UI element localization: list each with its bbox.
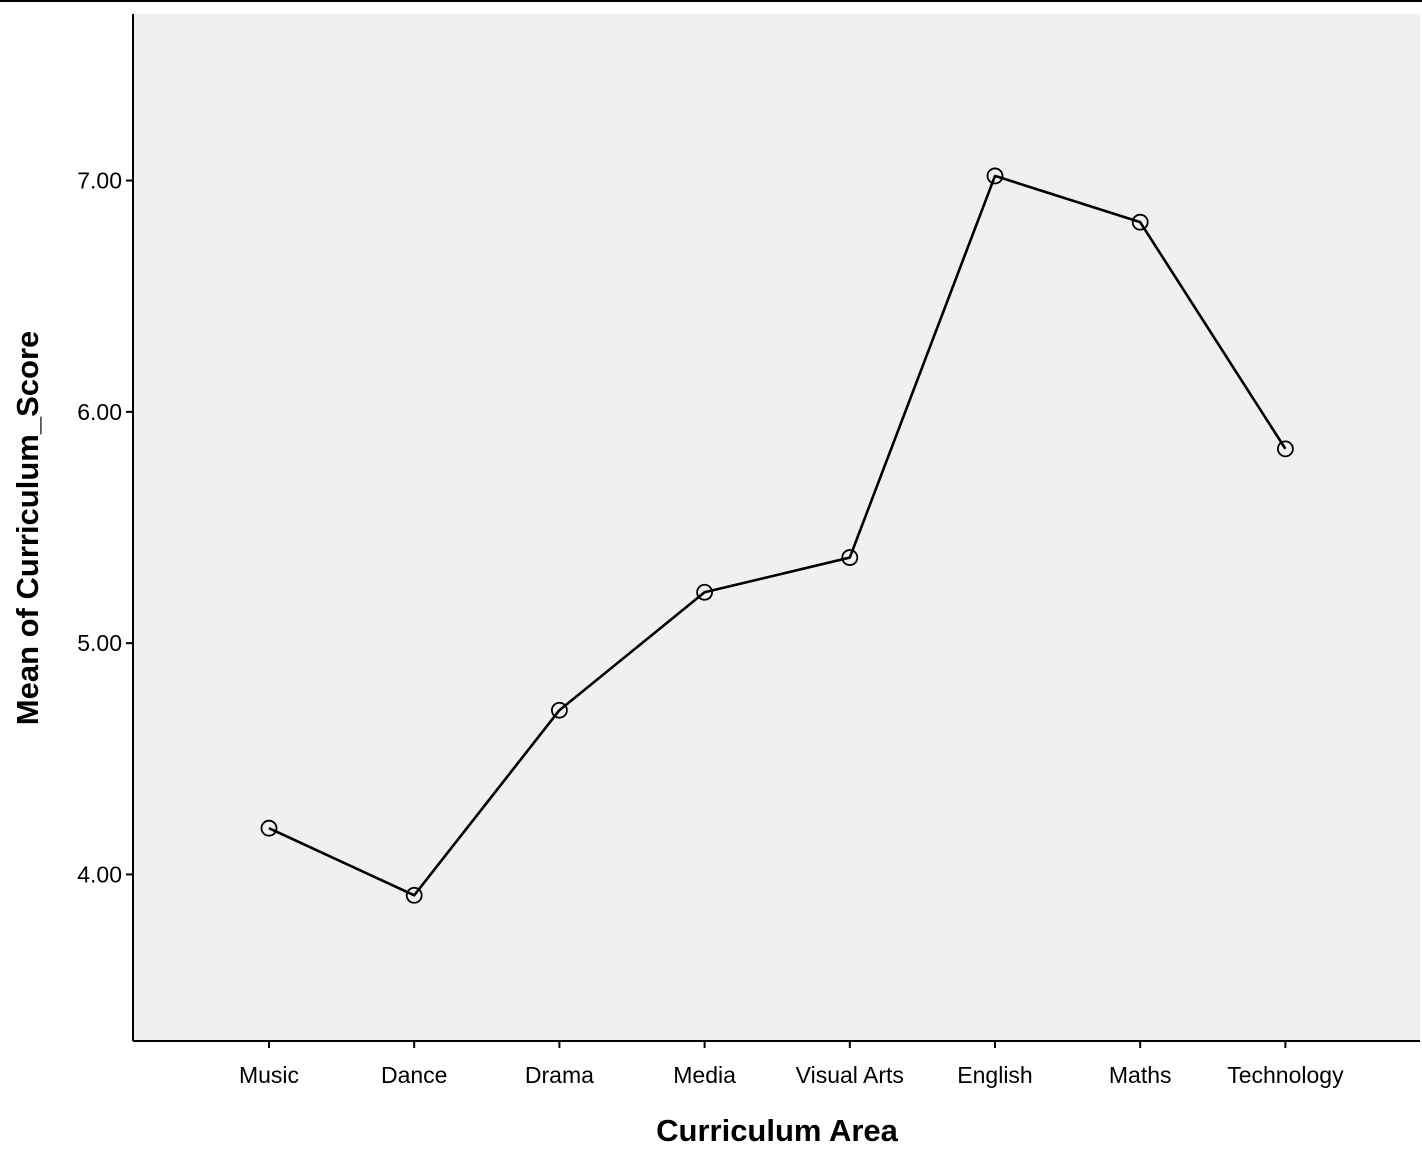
- y-tick-label: 5.00: [77, 630, 122, 656]
- x-tick-label: Media: [673, 1062, 736, 1088]
- data-point-marker: [841, 549, 859, 566]
- y-tick-label: 7.00: [77, 168, 122, 194]
- data-point-marker: [405, 886, 423, 904]
- plot-area: [133, 14, 1420, 1041]
- x-tick-label: Music: [239, 1062, 299, 1088]
- y-tick-label: 4.00: [77, 861, 122, 887]
- x-axis-title: Curriculum Area: [656, 1113, 899, 1148]
- series-line: [268, 174, 1287, 897]
- x-tick-label: English: [957, 1062, 1032, 1088]
- data-point-marker: [260, 819, 278, 837]
- x-tick-label: Drama: [525, 1062, 594, 1088]
- x-axis: Music Dance Drama Media Visual Arts English Ma…: [133, 1040, 1420, 1088]
- data-point-marker: [986, 167, 1004, 185]
- x-tick-label: Maths: [1109, 1062, 1172, 1088]
- series-line-group: [260, 167, 1294, 904]
- data-point-marker: [1277, 440, 1294, 458]
- data-point-marker: [696, 583, 713, 601]
- data-point-marker: [1131, 213, 1149, 231]
- x-tick-label: Visual Arts: [796, 1062, 904, 1088]
- y-axis: 4.00 5.00 6.00 7.00: [77, 14, 134, 1041]
- y-tick-label: 6.00: [77, 399, 122, 425]
- y-axis-title: Mean of Curriculum_Score: [10, 331, 45, 725]
- data-point-marker: [551, 701, 568, 719]
- x-tick-label: Dance: [381, 1062, 447, 1088]
- x-tick-label: Technology: [1227, 1062, 1344, 1088]
